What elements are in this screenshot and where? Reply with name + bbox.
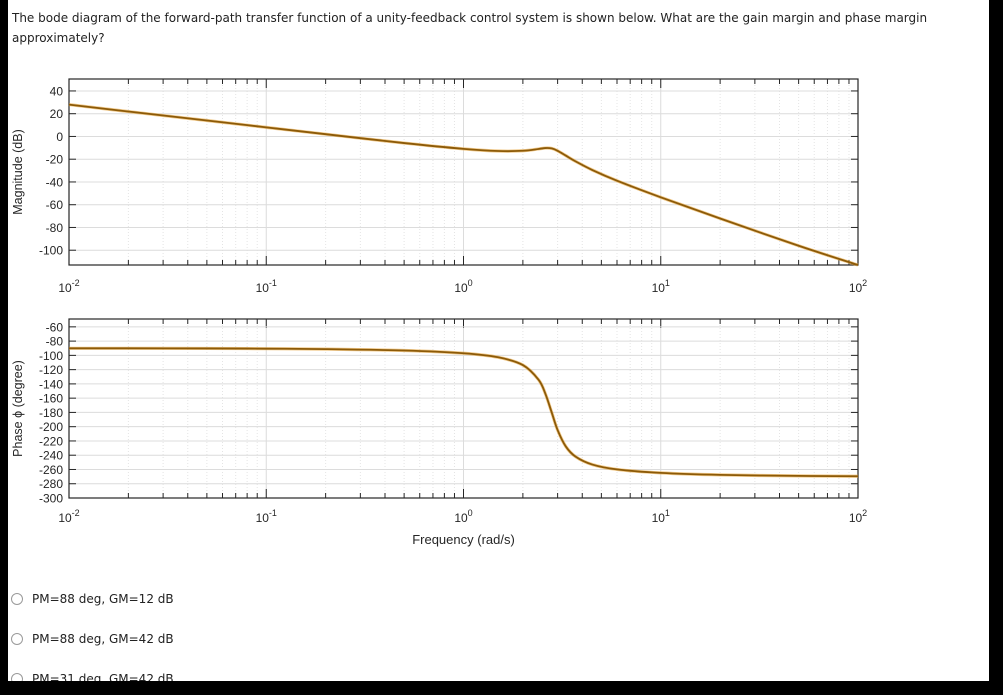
y-tick-label: 20: [50, 107, 64, 121]
y-tick-label: -140: [39, 377, 63, 391]
question-panel: The bode diagram of the forward-path tra…: [8, 0, 989, 681]
y-tick-label: -160: [39, 392, 63, 406]
y-axis-label: Magnitude (dB): [11, 129, 25, 214]
question-text: The bode diagram of the forward-path tra…: [12, 11, 928, 45]
x-tick-exponent: -1: [269, 508, 277, 518]
y-tick-label: -300: [39, 492, 63, 506]
x-tick-base: 10: [652, 511, 666, 525]
x-tick-label: 10-2: [58, 508, 79, 525]
y-tick-label: -260: [39, 463, 63, 477]
x-tick-label: 10-1: [256, 278, 277, 295]
y-tick-label: -100: [39, 349, 63, 363]
x-tick-label: 101: [652, 278, 670, 295]
y-tick-label: -80: [46, 335, 64, 349]
x-tick-base: 10: [58, 511, 72, 525]
y-tick-label: -120: [39, 363, 63, 377]
axes-box: [68, 318, 859, 499]
option-label: PM=88 deg, GM=42 dB: [32, 632, 174, 646]
x-tick-base: 10: [849, 281, 863, 295]
y-tick-label: -180: [39, 406, 63, 420]
y-tick-label: -60: [46, 198, 64, 212]
y-tick-label: -40: [46, 175, 64, 189]
phase-curve: [68, 347, 859, 478]
radio-button[interactable]: [11, 633, 23, 645]
phase-plot: 10-2 10-1 100 101 102-60-80-100-120-140-160-…: [11, 318, 867, 547]
x-tick-exponent: 2: [862, 278, 867, 288]
x-tick-label: 100: [454, 278, 472, 295]
x-tick-exponent: 0: [468, 278, 473, 288]
answer-option-2[interactable]: PM=88 deg, GM=42 dB: [11, 629, 174, 649]
radio-button[interactable]: [11, 673, 23, 681]
y-tick-label: -60: [46, 320, 64, 334]
x-tick-base: 10: [454, 511, 468, 525]
x-tick-exponent: -1: [269, 278, 277, 288]
answer-option-1[interactable]: PM=88 deg, GM=12 dB: [11, 589, 174, 609]
magnitude-curve: [68, 103, 859, 266]
y-tick-label: 0: [56, 130, 63, 144]
answer-option-3[interactable]: PM=31 deg, GM=42 dB: [11, 669, 174, 681]
x-axis-label: Frequency (rad/s): [412, 532, 515, 547]
x-tick-label: 101: [652, 508, 670, 525]
x-tick-base: 10: [256, 511, 270, 525]
x-tick-base: 10: [58, 281, 72, 295]
y-tick-label: 40: [50, 84, 64, 98]
axes-box: [68, 78, 859, 266]
x-tick-label: 10-1: [256, 508, 277, 525]
y-axis-label: Phase ϕ (degree): [11, 360, 25, 457]
x-tick-base: 10: [256, 281, 270, 295]
x-tick-label: 102: [849, 278, 867, 295]
x-tick-exponent: -2: [72, 508, 80, 518]
option-label: PM=88 deg, GM=12 dB: [32, 592, 174, 606]
y-tick-label: -80: [46, 221, 64, 235]
option-label: PM=31 deg, GM=42 dB: [32, 672, 174, 681]
x-tick-exponent: 0: [468, 508, 473, 518]
x-tick-exponent: 1: [665, 508, 670, 518]
x-tick-exponent: 1: [665, 278, 670, 288]
x-tick-exponent: 2: [862, 508, 867, 518]
magnitude-plot: 10-2 10-1 100 101 10240200-20-40-60-80-100Ma…: [11, 78, 867, 295]
x-tick-label: 10-2: [58, 278, 79, 295]
y-tick-label: -240: [39, 449, 63, 463]
x-tick-base: 10: [849, 511, 863, 525]
radio-button[interactable]: [11, 593, 23, 605]
x-tick-base: 10: [652, 281, 666, 295]
y-tick-label: -20: [46, 153, 64, 167]
y-tick-label: -280: [39, 477, 63, 491]
y-tick-label: -100: [39, 244, 63, 258]
x-tick-label: 100: [454, 508, 472, 525]
y-tick-label: -200: [39, 420, 63, 434]
x-tick-exponent: -2: [72, 278, 80, 288]
y-tick-label: -220: [39, 434, 63, 448]
bode-diagram: 10-2 10-1 100 101 10240200-20-40-60-80-100Ma…: [11, 78, 867, 547]
x-tick-base: 10: [454, 281, 468, 295]
x-tick-label: 102: [849, 508, 867, 525]
